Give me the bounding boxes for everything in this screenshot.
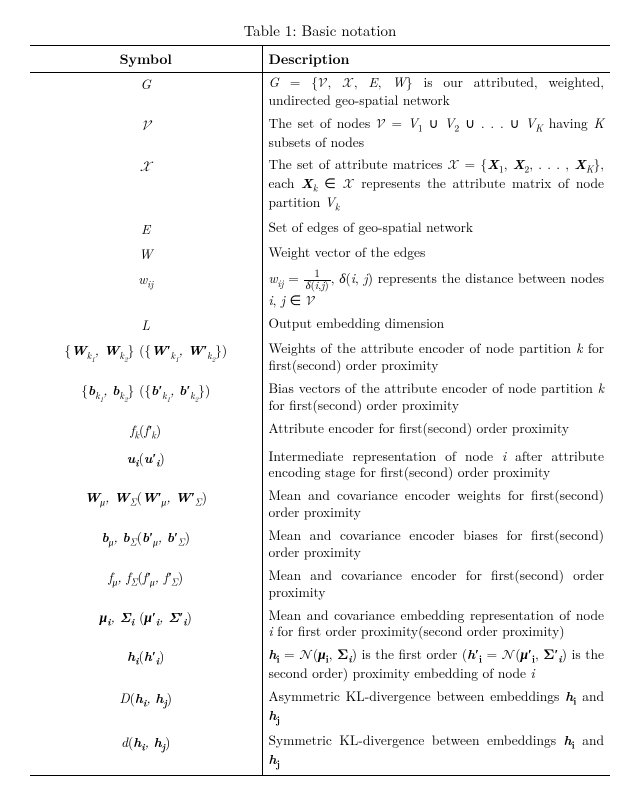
- symbol-cell: 𝒳: [30, 155, 262, 217]
- symbol-cell: d(hi, hj): [30, 731, 262, 776]
- description-cell: Asymmetric KL-divergence between embeddi…: [262, 687, 610, 731]
- description-cell: Mean and covariance encoder weights for …: [262, 486, 610, 526]
- table-row: hi(h′i)hi = 𝒩(μi, Σi) is the first order…: [30, 645, 610, 687]
- description-cell: Output embedding dimension: [262, 314, 610, 339]
- description-cell: Weights of the attribute encoder of node…: [262, 339, 610, 379]
- description-cell: wij = 1δ(i,j), δ(i, j) represents the di…: [262, 268, 610, 314]
- symbol-cell: E: [30, 218, 262, 243]
- description-cell: Set of edges of geo-spatial network: [262, 218, 610, 243]
- symbol-cell: wij: [30, 268, 262, 314]
- description-cell: G = {𝒱, 𝒳, E, W} is our attributed, weig…: [262, 73, 610, 114]
- description-cell: Symmetric KL-divergence between embeddin…: [262, 731, 610, 776]
- table-row: bμ, bΣ(b′μ, b′Σ)Mean and covariance enco…: [30, 526, 610, 566]
- table-row: fμ, fΣ(f′μ, f′Σ)Mean and covariance enco…: [30, 566, 610, 606]
- symbol-cell: G: [30, 73, 262, 114]
- table-row: GG = {𝒱, 𝒳, E, W} is our attributed, wei…: [30, 73, 610, 114]
- description-cell: Intermediate representation of node i af…: [262, 447, 610, 487]
- table-row: {Wk1, Wk2} ({W′k1, W′k2})Weights of the …: [30, 339, 610, 379]
- symbol-cell: μi, Σi (μ′i, Σ′i): [30, 606, 262, 646]
- table-row: 𝒱The set of nodes 𝒱 = V1 ∪ V2 ∪ . . . ∪ …: [30, 114, 610, 156]
- table-row: WWeight vector of the edges: [30, 243, 610, 268]
- description-cell: hi = 𝒩(μi, Σi) is the first order (h′i =…: [262, 645, 610, 687]
- description-cell: The set of nodes 𝒱 = V1 ∪ V2 ∪ . . . ∪ V…: [262, 114, 610, 156]
- table-row: wijwij = 1δ(i,j), δ(i, j) represents the…: [30, 268, 610, 314]
- description-cell: Mean and covariance embedding representa…: [262, 606, 610, 646]
- symbol-cell: fk(f′k): [30, 419, 262, 447]
- symbol-cell: {Wk1, Wk2} ({W′k1, W′k2}): [30, 339, 262, 379]
- description-cell: Bias vectors of the attribute encoder of…: [262, 379, 610, 419]
- symbol-cell: hi(h′i): [30, 645, 262, 687]
- symbol-cell: W: [30, 243, 262, 268]
- symbol-cell: bμ, bΣ(b′μ, b′Σ): [30, 526, 262, 566]
- header-symbol: Symbol: [30, 46, 262, 73]
- description-cell: Weight vector of the edges: [262, 243, 610, 268]
- symbol-cell: fμ, fΣ(f′μ, f′Σ): [30, 566, 262, 606]
- table-row: fk(f′k)Attribute encoder for first(secon…: [30, 419, 610, 447]
- table-row: d(hi, hj)Symmetric KL-divergence between…: [30, 731, 610, 776]
- notation-table: Symbol Description GG = {𝒱, 𝒳, E, W} is …: [30, 45, 610, 776]
- table-row: 𝒳The set of attribute matrices 𝒳 = {X1, …: [30, 155, 610, 217]
- table-row: D(hi, hj)Asymmetric KL-divergence betwee…: [30, 687, 610, 731]
- table-row: Wμ, WΣ(W′μ, W′Σ)Mean and covariance enco…: [30, 486, 610, 526]
- description-cell: The set of attribute matrices 𝒳 = {X1, X…: [262, 155, 610, 217]
- header-description: Description: [262, 46, 610, 73]
- table-row: ui(u′i)Intermediate representation of no…: [30, 447, 610, 487]
- symbol-cell: Wμ, WΣ(W′μ, W′Σ): [30, 486, 262, 526]
- symbol-cell: 𝒱: [30, 114, 262, 156]
- table-row: {bk1, bk2} ({b′k1, b′k2})Bias vectors of…: [30, 379, 610, 419]
- table-caption: Table 1: Basic notation: [30, 20, 610, 41]
- description-cell: Mean and covariance encoder biases for f…: [262, 526, 610, 566]
- description-cell: Attribute encoder for first(second) orde…: [262, 419, 610, 447]
- description-cell: Mean and covariance encoder for first(se…: [262, 566, 610, 606]
- symbol-cell: L: [30, 314, 262, 339]
- symbol-cell: {bk1, bk2} ({b′k1, b′k2}): [30, 379, 262, 419]
- symbol-cell: D(hi, hj): [30, 687, 262, 731]
- table-row: μi, Σi (μ′i, Σ′i)Mean and covariance emb…: [30, 606, 610, 646]
- symbol-cell: ui(u′i): [30, 447, 262, 487]
- table-row: ESet of edges of geo-spatial network: [30, 218, 610, 243]
- table-row: LOutput embedding dimension: [30, 314, 610, 339]
